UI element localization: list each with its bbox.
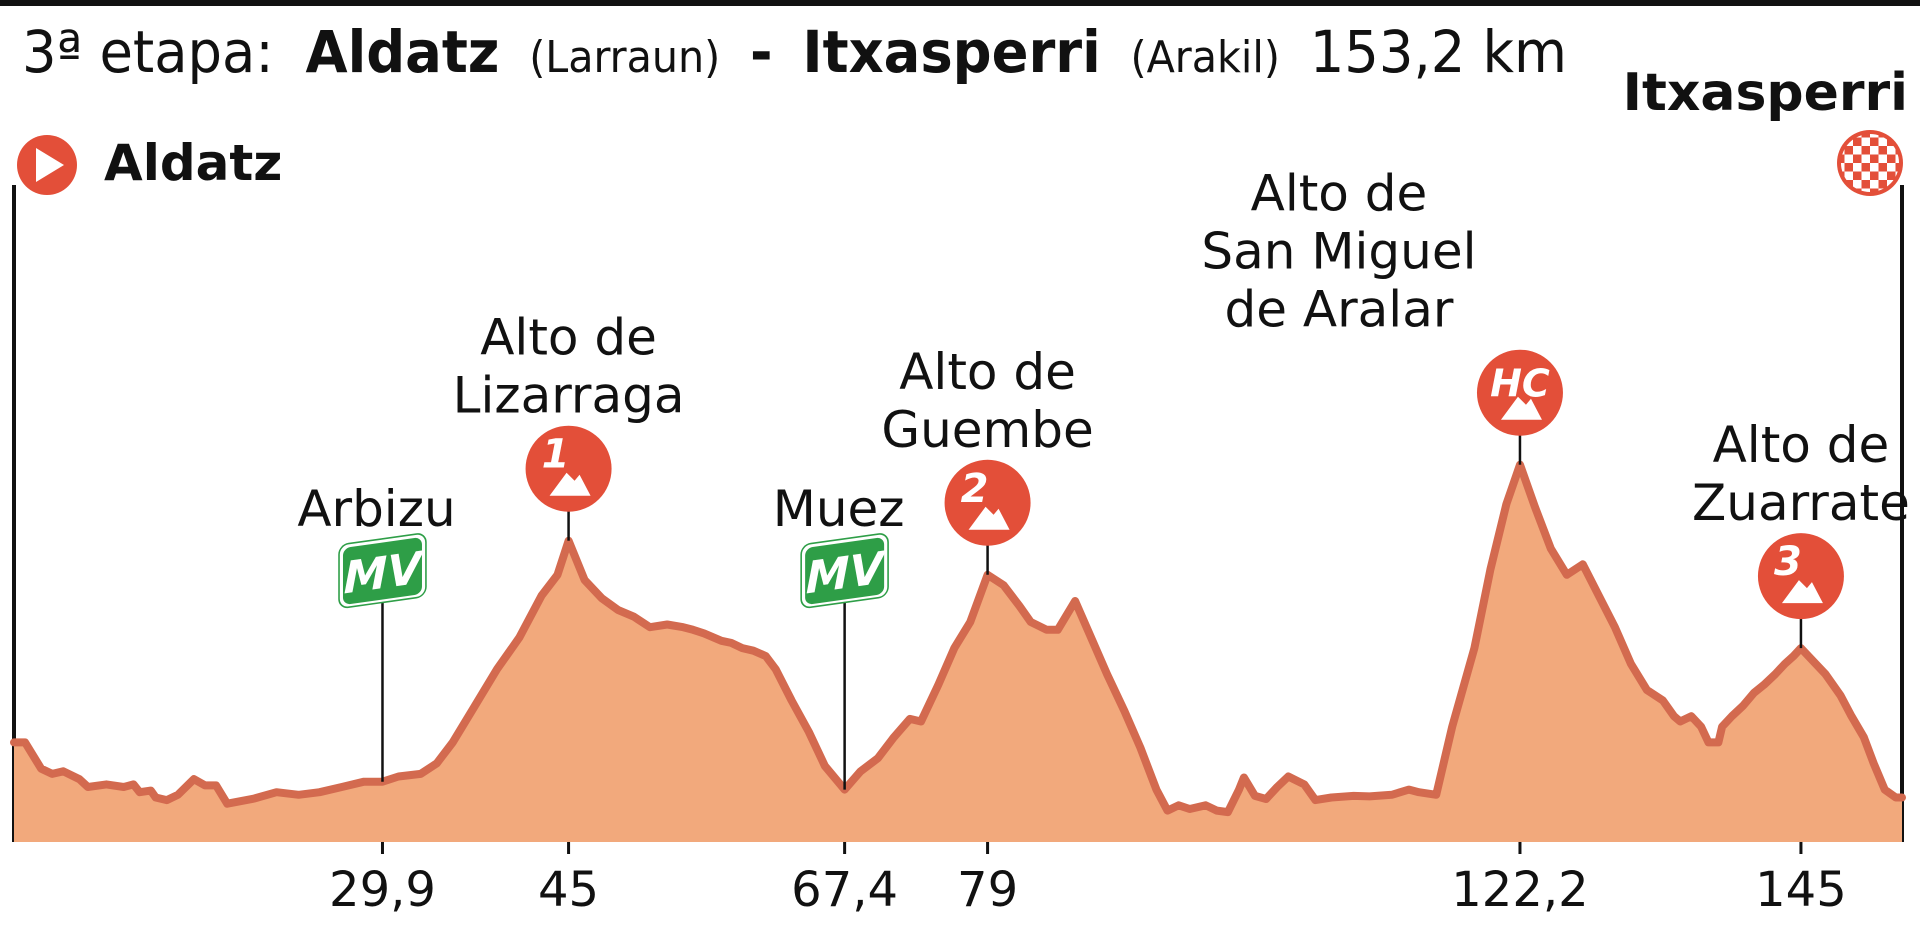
sprint-badge-outline xyxy=(338,533,427,609)
checker-square xyxy=(1853,163,1862,172)
checker-square xyxy=(1878,163,1887,172)
checker-square xyxy=(1870,180,1879,189)
climb-name: Guembe xyxy=(881,401,1093,459)
mountain-icon xyxy=(1781,580,1823,604)
title-start: Aldatz xyxy=(306,18,500,86)
climb-badge xyxy=(944,459,1031,546)
checker-square xyxy=(1887,154,1896,163)
start-marker xyxy=(17,135,77,195)
checker-square xyxy=(1895,154,1899,163)
x-tick-label: 29,9 xyxy=(329,862,436,918)
climb-category: 3 xyxy=(1774,539,1802,585)
checker-square xyxy=(1870,146,1879,155)
checker-square xyxy=(1861,188,1870,192)
mountain-icon xyxy=(549,472,591,496)
climb-name: Alto de xyxy=(899,343,1076,401)
checker-square xyxy=(1841,134,1845,138)
climb-category: 1 xyxy=(542,432,570,478)
x-tick-label: 45 xyxy=(538,862,599,918)
checker-square xyxy=(1844,171,1853,180)
climb-name: San Miguel xyxy=(1201,223,1476,281)
checker-square xyxy=(1844,163,1853,172)
checker-square xyxy=(1853,137,1862,146)
x-axis-ticks: 29,9 45 67,4 79 122,2 145 xyxy=(329,842,1847,918)
checker-square xyxy=(1853,171,1862,180)
climb-name: Lizarraga xyxy=(453,367,685,425)
x-tick-label: 67,4 xyxy=(791,862,898,918)
climb-name: Alto de xyxy=(1251,165,1428,223)
checker-square xyxy=(1861,163,1870,172)
checker-square xyxy=(1895,163,1899,172)
finish-label: Itxasperri xyxy=(1623,63,1908,123)
checker-square xyxy=(1887,171,1896,180)
climb-name: Alto de xyxy=(480,309,657,367)
mountain-icon xyxy=(1500,396,1542,420)
checker-square xyxy=(1844,146,1853,155)
sprint-name: Arbizu xyxy=(297,480,455,538)
mountain-icon xyxy=(968,506,1010,530)
title-finish-area: (Arakil) xyxy=(1131,32,1280,83)
top-rule xyxy=(0,0,1920,6)
title-separator: - xyxy=(750,18,773,86)
checker-square xyxy=(1878,171,1887,180)
climb-badge xyxy=(525,425,612,512)
title-stage-number: 3ª etapa: xyxy=(22,18,274,86)
title-finish: Itxasperri xyxy=(802,18,1100,86)
checker-square xyxy=(1878,146,1887,155)
finish-flag-icon xyxy=(1837,130,1903,196)
checker-square xyxy=(1841,163,1845,172)
checker-square xyxy=(1861,154,1870,163)
stage-title: 3ª etapa: Aldatz (Larraun) - Itxasperri … xyxy=(22,18,1567,86)
x-tick-label: 122,2 xyxy=(1451,862,1588,918)
checker-square xyxy=(1887,146,1896,155)
checker-square xyxy=(1844,154,1853,163)
climb-badge xyxy=(1757,533,1844,620)
checker-square xyxy=(1870,137,1879,146)
checker-square xyxy=(1870,134,1879,138)
checker-square xyxy=(1853,180,1862,189)
checker-square xyxy=(1870,188,1879,192)
checker-square xyxy=(1895,134,1899,138)
checker-square xyxy=(1878,137,1887,146)
climb-category: HC xyxy=(1490,362,1550,406)
checker-square xyxy=(1841,188,1845,192)
sprint-badge-label: MV xyxy=(806,542,888,604)
sprint-badge: MV xyxy=(338,533,427,609)
checker-square xyxy=(1853,154,1862,163)
checker-square xyxy=(1878,180,1887,189)
checker-square xyxy=(1870,154,1879,163)
sprint-badge-outline xyxy=(800,533,889,609)
title-distance: 153,2 km xyxy=(1310,18,1567,86)
checker-square xyxy=(1861,171,1870,180)
start-label: Aldatz xyxy=(104,134,282,192)
x-tick-label: 79 xyxy=(957,862,1018,918)
climb-badge xyxy=(1476,349,1563,436)
checker-square xyxy=(1861,137,1870,146)
climb-name: Alto de xyxy=(1713,416,1890,474)
x-tick-label: 145 xyxy=(1755,862,1847,918)
checker-square xyxy=(1878,154,1887,163)
checker-square xyxy=(1861,180,1870,189)
sprint-badge-box xyxy=(802,534,888,608)
sprint-name: Muez xyxy=(773,480,905,538)
checker-square xyxy=(1887,163,1896,172)
climb-name: de Aralar xyxy=(1225,281,1454,339)
climb-name: Zuarrate xyxy=(1692,474,1910,532)
checker-square xyxy=(1870,171,1879,180)
checker-square xyxy=(1870,163,1879,172)
climb-category: 2 xyxy=(961,466,989,512)
elevation-profile-area xyxy=(14,464,1902,842)
start-play-triangle xyxy=(36,148,64,182)
checker-square xyxy=(1861,134,1870,138)
sprint-badge: MV xyxy=(800,533,889,609)
sprint-badge-label: MV xyxy=(344,542,426,604)
title-start-area: (Larraun) xyxy=(529,32,720,83)
elevation-profile-line xyxy=(10,460,1906,817)
sprint-badge-box xyxy=(339,534,425,608)
checker-square xyxy=(1841,154,1845,163)
checker-square xyxy=(1861,146,1870,155)
checker-square xyxy=(1853,146,1862,155)
